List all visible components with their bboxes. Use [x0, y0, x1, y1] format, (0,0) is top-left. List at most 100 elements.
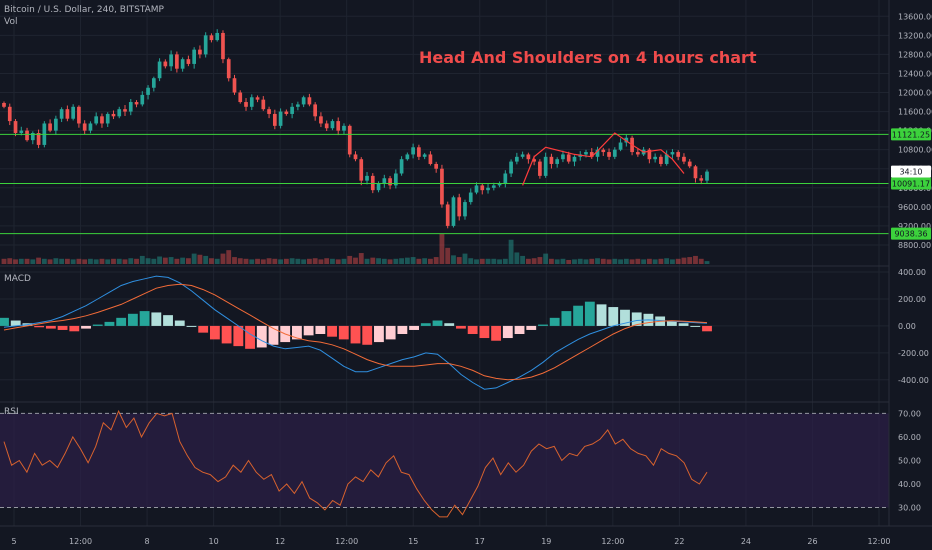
volume-bar: [646, 258, 652, 264]
volume-bar: [278, 259, 284, 264]
candle-body: [59, 109, 64, 119]
volume-bar: [191, 253, 197, 264]
rsi-pane[interactable]: [0, 409, 889, 518]
price-tick-label: 13200.00: [898, 31, 932, 40]
macd-histogram-bar: [198, 325, 209, 333]
candle-body: [486, 187, 490, 191]
candle-body: [111, 113, 116, 117]
candle-body: [457, 197, 462, 217]
volume-bar: [525, 258, 531, 264]
volume-bar: [572, 259, 577, 264]
candle-body: [284, 111, 289, 114]
price-badge-label: 34:10: [899, 168, 922, 177]
volume-bar: [272, 258, 278, 264]
macd-pane[interactable]: [0, 275, 712, 390]
candle-body: [440, 168, 444, 205]
candle-body: [198, 49, 202, 55]
time-tick-label: 12:00: [601, 537, 624, 546]
candle-body: [48, 123, 52, 131]
candle-body: [376, 183, 381, 191]
candle-body: [249, 97, 254, 107]
candle-body: [359, 159, 364, 181]
volume-bar: [237, 258, 243, 264]
volume-bar: [266, 258, 272, 264]
time-tick-label: 8: [145, 537, 150, 546]
macd-histogram-bar: [245, 325, 255, 349]
price-badge: [891, 128, 931, 141]
candle-body: [687, 161, 692, 167]
price-badge-label: 11121.25: [892, 130, 930, 139]
candle-body: [244, 102, 248, 107]
volume-bar: [381, 258, 387, 264]
macd-title: MACD: [4, 274, 31, 284]
macd-histogram-bar: [315, 325, 326, 334]
volume-bar: [226, 250, 232, 264]
candle-body: [566, 154, 571, 162]
macd-histogram-bar: [561, 311, 572, 326]
candle-body: [555, 159, 560, 164]
macd-histogram-bar: [327, 325, 337, 337]
candle-body: [140, 94, 145, 105]
macd-histogram-bar: [432, 320, 443, 326]
macd-histogram-bar: [514, 325, 525, 334]
candle-body: [491, 185, 496, 188]
volume-bar: [283, 258, 289, 264]
volume-bar: [554, 259, 560, 264]
macd-histogram-bar: [291, 325, 302, 340]
time-tick-label: 19: [541, 537, 551, 546]
volume-bar: [301, 259, 307, 264]
volume-bar: [410, 257, 416, 264]
candle-body: [226, 59, 231, 79]
candle-body: [2, 102, 6, 107]
candle-body: [19, 130, 24, 133]
pattern-annotation: Head And Shoulders on 4 hours chart: [419, 48, 757, 67]
volume-bar: [433, 257, 439, 264]
candle-body: [336, 121, 341, 131]
price-pane[interactable]: [0, 29, 889, 264]
time-tick-label: 10: [209, 537, 219, 546]
volume-bar: [583, 259, 589, 264]
macd-histogram-bar: [104, 321, 115, 326]
volume-bar: [260, 259, 266, 264]
volume-bar: [306, 258, 312, 264]
candle-body: [278, 111, 283, 126]
candle-body: [71, 106, 75, 119]
volume-bar: [514, 252, 520, 264]
macd-histogram-bar: [374, 325, 384, 343]
volume-bar: [589, 258, 595, 264]
volume-bar: [157, 256, 163, 264]
candle-body: [682, 156, 686, 162]
candle-body: [676, 152, 681, 157]
time-axis[interactable]: 5 12:00 8 10 12 12:00 15 17 19 12:00 22 24 26 12:00: [11, 537, 890, 546]
macd-tick-label: -400.00: [898, 376, 929, 385]
candle-body: [417, 147, 421, 157]
volume-bar: [462, 253, 468, 264]
volume-bar: [7, 258, 13, 264]
volume-bar: [370, 257, 376, 264]
volume-bar: [664, 258, 670, 264]
volume-bar: [353, 257, 358, 264]
macd-histogram-bar: [620, 309, 630, 326]
candle-body: [543, 156, 548, 176]
price-axis[interactable]: 8800.009200.009600.0010000.0010400.00108…: [891, 12, 932, 513]
rsi-tick-label: 70.00: [898, 409, 921, 418]
candle-body: [589, 152, 594, 157]
volume-bar: [670, 259, 675, 264]
macd-histogram-bar: [596, 304, 607, 326]
candle-body: [445, 204, 450, 226]
signal-line: [3, 283, 708, 381]
volume-bar: [99, 258, 105, 264]
candle-body: [595, 149, 600, 157]
candle-body: [451, 197, 456, 226]
macd-histogram-bar: [456, 325, 466, 329]
candle-body: [128, 102, 133, 112]
volume-bar: [548, 258, 554, 264]
time-tick-label: 22: [674, 537, 684, 546]
candle-body: [411, 147, 415, 155]
volume-bar: [243, 258, 249, 264]
volume-bar: [474, 259, 479, 264]
macd-histogram-bar: [467, 325, 478, 334]
volume-bar: [324, 258, 330, 264]
volume-bar: [451, 255, 456, 264]
